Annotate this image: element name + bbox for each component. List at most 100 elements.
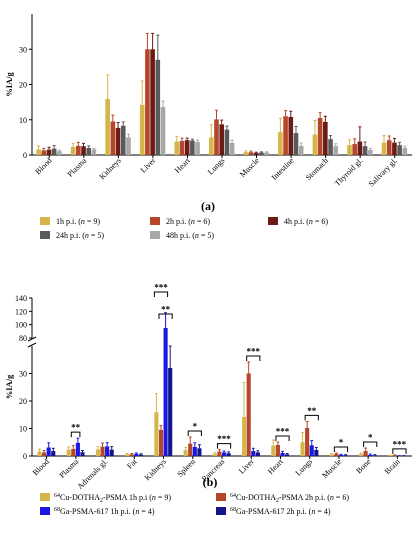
y-tick-label: 0 [23, 151, 27, 160]
bar [246, 373, 251, 456]
bar [179, 140, 185, 155]
bar [333, 146, 339, 155]
bar [329, 454, 334, 456]
bar [51, 148, 57, 155]
bar [298, 145, 304, 155]
bar [397, 145, 402, 155]
bar [66, 449, 71, 456]
y-tick-label: 10 [19, 425, 27, 434]
x-tick-label: Lungs [294, 457, 315, 478]
bar [264, 152, 269, 155]
legend-swatch [40, 493, 50, 501]
significance-bracket [304, 414, 319, 421]
bar [183, 450, 188, 456]
significance-bracket [392, 448, 407, 454]
x-tick-label: Thyroid gl. [333, 156, 365, 188]
legend-swatch [216, 493, 226, 501]
x-tick-label: Heart [266, 457, 285, 476]
bar [190, 140, 195, 155]
legend-swatch [216, 507, 226, 515]
bar [312, 134, 318, 155]
significance-label: *** [276, 426, 290, 436]
x-tick-label: Heart [173, 156, 192, 175]
legend-label: 2h p.i. (n = 6) [166, 217, 210, 226]
bar [57, 151, 62, 155]
legend-label: 48h p.i. (n = 5) [166, 231, 214, 240]
legend-a: 1h p.i. (n = 9) 2h p.i. (n = 6) 4h p.i. (n… [40, 217, 328, 240]
bar [388, 455, 393, 456]
bar [126, 137, 131, 155]
significance-label: ** [307, 406, 317, 416]
legend-label: 68Ga-PSMA-617 1h p.i. (n = 4) [54, 507, 155, 516]
y-tick-label: 100 [15, 321, 27, 330]
x-tick-label: Bone [354, 457, 373, 476]
significance-label: * [193, 422, 198, 432]
bar [46, 447, 51, 456]
bar [362, 146, 368, 155]
bar [392, 455, 397, 456]
bar [338, 454, 344, 456]
bar [51, 451, 56, 456]
bar [392, 142, 397, 155]
x-tick-label: Kidneys [98, 156, 123, 181]
bar [343, 455, 348, 456]
bar [352, 144, 357, 155]
bar [293, 133, 299, 155]
legend-label: 4h p.i. (n = 6) [284, 217, 328, 226]
bar [95, 449, 100, 456]
bar [229, 143, 235, 155]
x-tick-label: Intestine [270, 156, 296, 182]
x-tick-label: Plasma [58, 457, 81, 480]
bar [129, 454, 134, 456]
bar [154, 412, 159, 456]
bar [42, 452, 47, 456]
bar [288, 116, 294, 155]
y-tick-label: 30 [19, 45, 27, 54]
bar [368, 454, 373, 456]
y-tick-label: 30 [19, 370, 27, 379]
bar [275, 445, 280, 456]
bar [71, 448, 76, 456]
bar [367, 150, 373, 155]
bar [70, 146, 76, 155]
significance-bracket [246, 355, 261, 361]
bar [226, 453, 231, 456]
bar [280, 452, 285, 456]
legend-label: 64Cu-DOTHA2-PSMA 2h p.i. (n = 6) [230, 493, 349, 504]
significance-label: *** [247, 346, 261, 356]
bar [86, 147, 92, 155]
bar [195, 141, 200, 155]
significance-label: * [339, 437, 344, 447]
significance-label: *** [217, 434, 231, 444]
bar [150, 49, 155, 155]
bar [217, 451, 222, 456]
significance-label: ** [71, 423, 81, 433]
bar [381, 142, 387, 155]
bar [110, 121, 116, 155]
x-tick-label: Stomach [304, 156, 330, 182]
bar [242, 416, 247, 456]
y-tick-label: 140 [15, 294, 27, 303]
axis-break-mark [27, 342, 37, 348]
bar [278, 132, 283, 155]
bar [285, 454, 290, 456]
bar [209, 137, 214, 155]
bar [81, 146, 86, 155]
x-tick-label: Muscle [238, 156, 261, 179]
x-tick-label: Blood [31, 457, 51, 477]
bar [347, 145, 352, 155]
y-tick-label: 10 [19, 116, 27, 125]
bar [125, 454, 130, 456]
bar [120, 125, 126, 155]
bar [100, 446, 105, 456]
bar [105, 446, 110, 456]
bar [300, 442, 305, 456]
bar [386, 140, 392, 155]
bar [219, 124, 224, 155]
bar [248, 152, 254, 155]
bar [328, 139, 333, 155]
bar [91, 149, 97, 155]
y-tick-label: 80 [19, 334, 27, 343]
significance-label: *** [154, 283, 168, 293]
bar [109, 449, 114, 456]
